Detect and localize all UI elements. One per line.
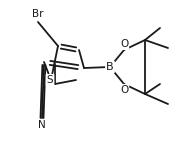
Text: B: B	[106, 62, 114, 72]
Text: O: O	[120, 85, 128, 95]
Text: N: N	[38, 120, 46, 130]
Text: Br: Br	[32, 9, 44, 19]
Text: O: O	[120, 39, 128, 49]
Text: S: S	[47, 75, 53, 85]
